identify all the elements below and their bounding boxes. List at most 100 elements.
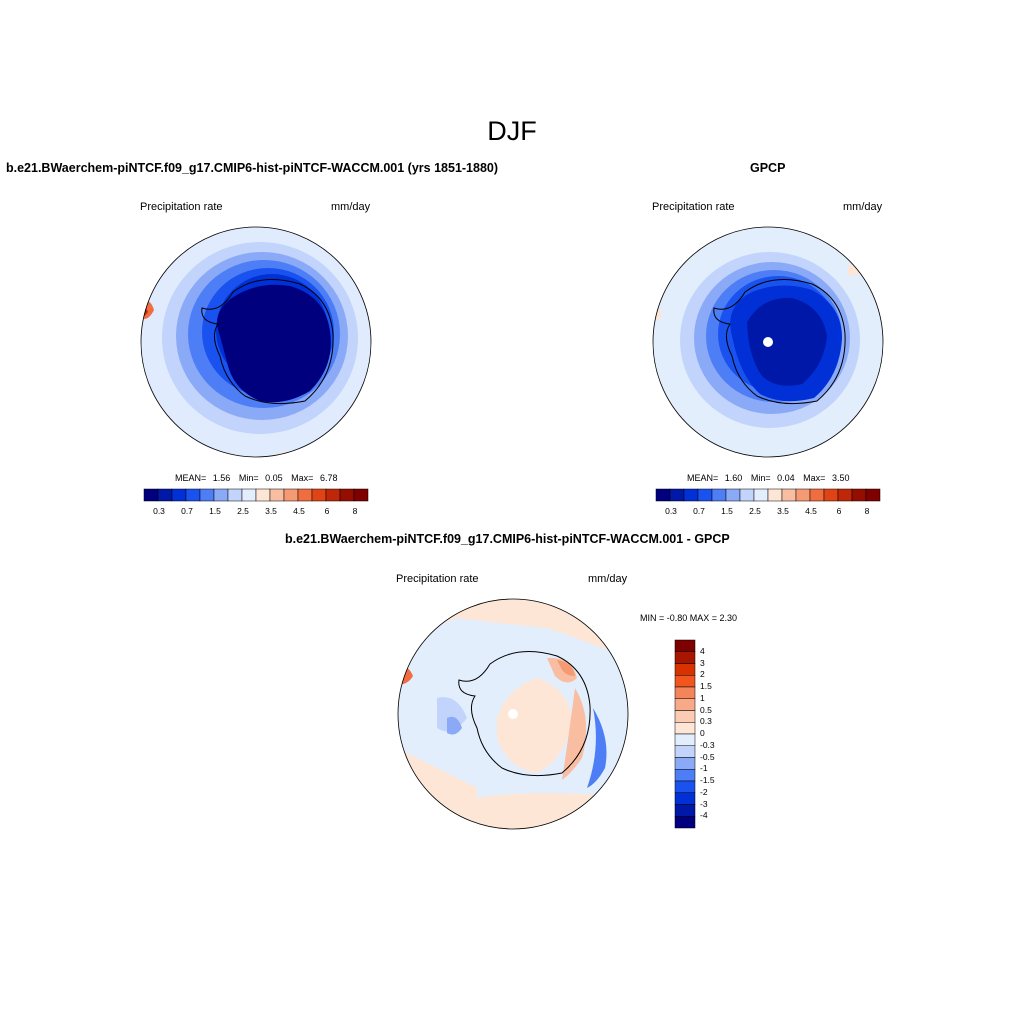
diff-colorbar-swatch — [674, 733, 696, 746]
diff-colorbar-tick-label: 1 — [700, 692, 705, 703]
diff-colorbar-swatch — [674, 698, 696, 711]
diff-colorbar-swatch — [674, 792, 696, 805]
diff-colorbar-swatch — [674, 675, 696, 688]
diff-colorbar-tick-label: 1.5 — [700, 681, 712, 691]
model-polar-map — [140, 226, 372, 458]
obs-colorbar-tick-label: 2.5 — [749, 506, 761, 516]
model-colorbar-swatch — [171, 488, 187, 502]
diff-colorbar-tick-label: -0.5 — [700, 751, 715, 762]
obs-colorbar-tick-label: 3.5 — [777, 506, 789, 516]
obs-min-label: Min= — [750, 473, 771, 483]
model-colorbar-swatch — [283, 488, 299, 502]
obs-colorbar-swatch — [697, 488, 713, 502]
model-stats: MEAN= 1.56 Min= 0.05 Max= 6.78 — [175, 473, 337, 483]
diff-colorbar-tick-label: -1.5 — [700, 775, 715, 785]
obs-colorbar — [655, 488, 881, 502]
figure-title: DJF — [487, 116, 537, 146]
obs-panel-title: GPCP — [750, 161, 786, 175]
obs-colorbar-ticks: 0.3 0.7 1.5 2.5 3.5 4.5 6 8 — [656, 506, 880, 518]
obs-colorbar-swatch — [795, 488, 811, 502]
diff-minmax: MIN = -0.80 MAX = 2.30 — [640, 613, 738, 623]
model-colorbar-swatch — [241, 488, 257, 502]
model-colorbar-tick-label: 8 — [352, 506, 358, 516]
diff-colorbar-swatch — [674, 722, 696, 735]
obs-colorbar-tick-label: 0.3 — [665, 506, 677, 516]
obs-colorbar-tick-label: 6 — [836, 506, 842, 516]
obs-variable-label: Precipitation rate — [652, 201, 735, 213]
diff-colorbar-ticks: 4 3 2 1.5 1 0.5 0.3 0 -0.3 -0.5 -1 -1.5 -2 -3 -4 — [700, 640, 730, 828]
diff-colorbar-tick-label: 0.3 — [700, 716, 712, 727]
diff-colorbar-tick-label: -3 — [700, 798, 708, 809]
obs-colorbar-swatch — [655, 488, 671, 502]
model-min-label: Min= — [238, 473, 259, 483]
diff-colorbar-swatch — [674, 710, 696, 723]
model-panel-title: b.e21.BWaerchem-piNTCF.f09_g17.CMIP6-his… — [6, 161, 499, 175]
model-min-value: 0.05 — [265, 473, 283, 483]
obs-stats: MEAN= 1.60 Min= 0.04 Max= 3.50 — [687, 473, 849, 483]
diff-polar-map — [397, 598, 629, 830]
diff-colorbar-tick-label: 0.5 — [700, 704, 712, 715]
model-colorbar-swatch — [157, 488, 173, 502]
model-colorbar-tick-label: 3.5 — [265, 506, 277, 516]
model-colorbar-swatch — [339, 488, 355, 502]
obs-colorbar-tick-label: 1.5 — [721, 506, 733, 516]
model-colorbar-tick-label: 0.3 — [153, 506, 165, 516]
model-colorbar-tick-label: 2.5 — [237, 506, 249, 516]
model-colorbar-tick-label: 6 — [324, 506, 330, 516]
model-mean-label: MEAN= — [175, 473, 207, 483]
diff-colorbar-swatch — [674, 663, 696, 676]
obs-colorbar-swatch — [767, 488, 783, 502]
model-colorbar-swatch — [269, 488, 285, 502]
obs-min-value: 0.04 — [777, 473, 795, 483]
model-colorbar-tick-label: 0.7 — [181, 506, 193, 516]
model-colorbar-swatch — [199, 488, 215, 502]
obs-colorbar-swatch — [711, 488, 727, 502]
obs-colorbar-swatch — [753, 488, 769, 502]
obs-max-label: Max= — [803, 473, 826, 483]
model-colorbar-tick-label: 4.5 — [293, 506, 305, 516]
model-colorbar-swatch — [297, 488, 313, 502]
diff-colorbar-swatch — [674, 816, 696, 829]
obs-colorbar-swatch — [781, 488, 797, 502]
obs-colorbar-swatch — [739, 488, 755, 502]
obs-colorbar-swatch — [851, 488, 867, 502]
obs-colorbar-swatch — [669, 488, 685, 502]
obs-mean-value: 1.60 — [724, 473, 743, 483]
diff-colorbar-tick-label: 0 — [700, 728, 705, 738]
diff-colorbar-swatch — [674, 804, 696, 817]
obs-colorbar-swatch — [725, 488, 741, 502]
diff-colorbar-tick-label: -0.3 — [700, 739, 715, 750]
model-max-label: Max= — [291, 473, 314, 483]
diff-colorbar-swatch — [674, 780, 696, 793]
diff-colorbar-tick-label: 3 — [700, 657, 705, 668]
model-colorbar-swatch — [185, 488, 201, 502]
model-colorbar-swatch — [143, 488, 159, 502]
obs-colorbar-swatch — [837, 488, 853, 502]
model-mean-value: 1.56 — [212, 473, 231, 483]
obs-mean-label: MEAN= — [687, 473, 719, 483]
obs-max-value: 3.50 — [831, 473, 850, 483]
model-colorbar-swatch — [227, 488, 243, 502]
diff-colorbar-swatch — [674, 686, 696, 699]
diff-colorbar-swatch — [674, 757, 696, 770]
model-colorbar-swatch — [325, 488, 341, 502]
model-colorbar-swatch — [311, 488, 327, 502]
obs-colorbar-tick-label: 8 — [864, 506, 870, 516]
model-colorbar — [143, 488, 369, 502]
model-colorbar-swatch — [353, 488, 369, 502]
model-max-value: 6.78 — [319, 473, 338, 483]
obs-colorbar-tick-label: 0.7 — [693, 506, 705, 516]
model-colorbar-tick-label: 1.5 — [209, 506, 221, 516]
diff-variable-label: Precipitation rate — [396, 573, 479, 585]
diff-colorbar-tick-label: 4 — [700, 645, 705, 656]
obs-colorbar-tick-label: 4.5 — [805, 506, 817, 516]
diff-colorbar-tick-label: 2 — [700, 669, 705, 680]
model-colorbar-ticks: 0.3 0.7 1.5 2.5 3.5 4.5 6 8 — [144, 506, 368, 518]
model-units-label: mm/day — [331, 201, 371, 213]
model-variable-label: Precipitation rate — [140, 201, 223, 213]
diff-colorbar-swatch — [674, 769, 696, 782]
diff-colorbar — [674, 639, 696, 829]
diff-units-label: mm/day — [588, 573, 628, 585]
obs-colorbar-swatch — [809, 488, 825, 502]
obs-colorbar-swatch — [683, 488, 699, 502]
